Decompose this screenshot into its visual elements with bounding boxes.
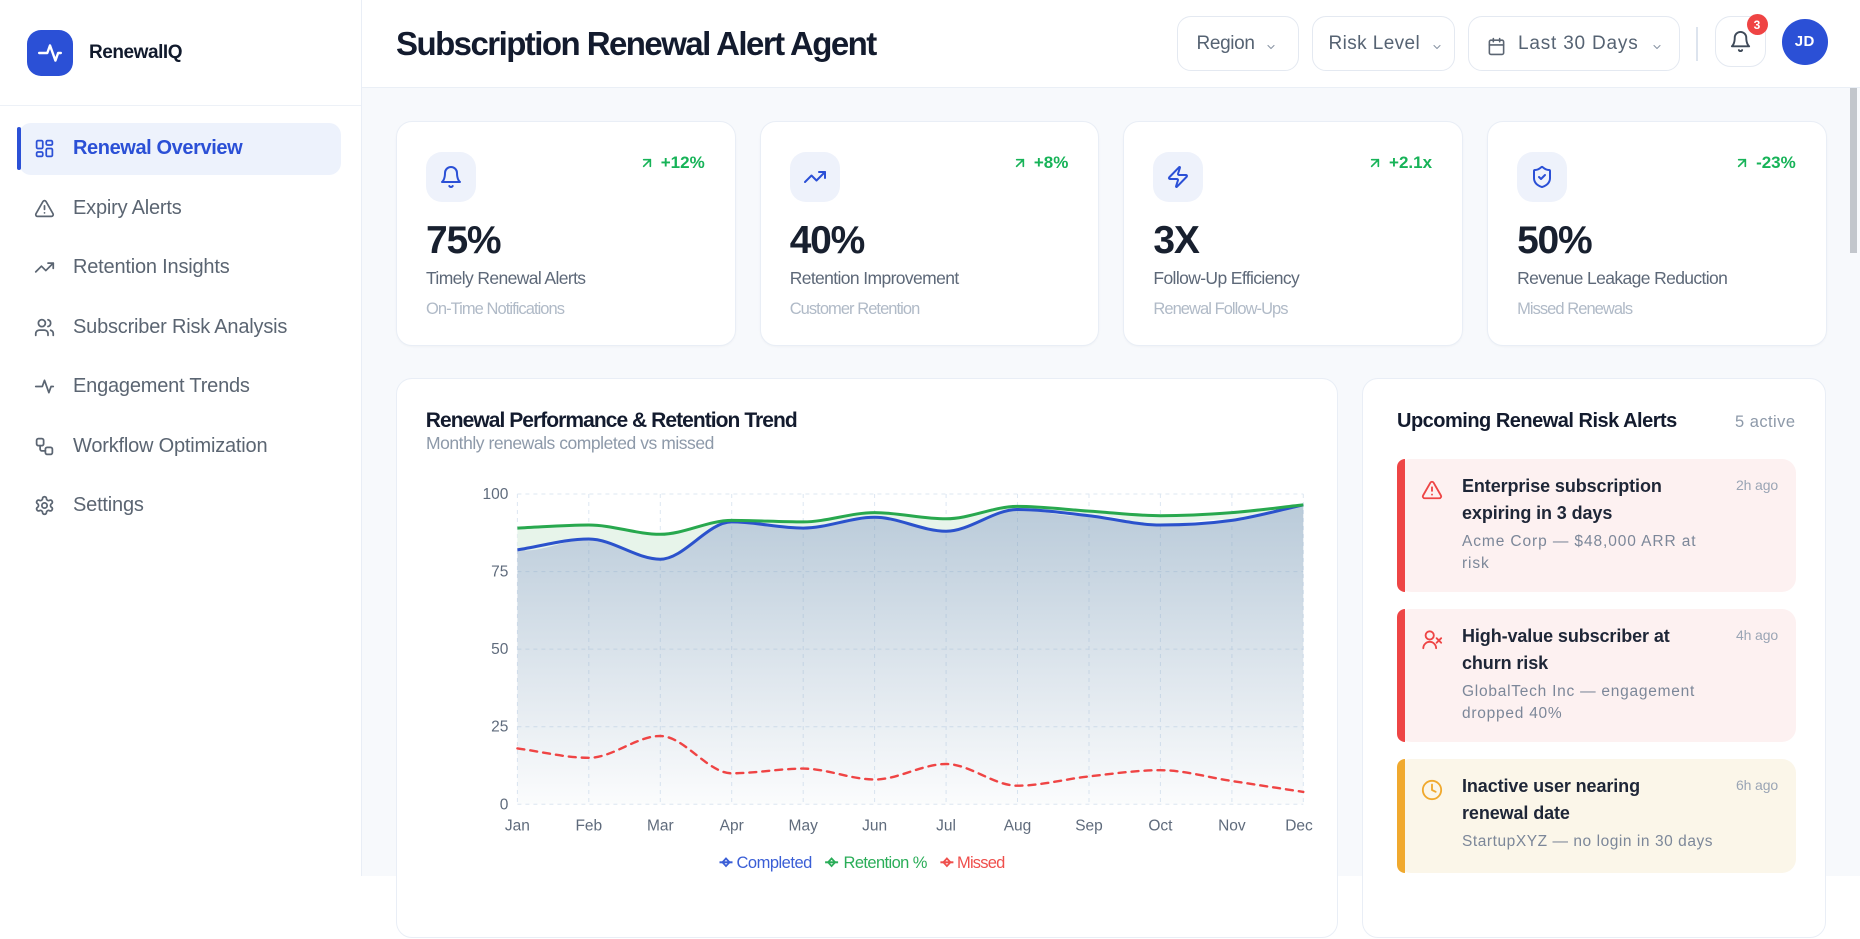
svg-text:100: 100: [483, 486, 509, 503]
svg-text:Jan: Jan: [505, 817, 530, 834]
svg-text:0: 0: [500, 796, 509, 813]
svg-text:50: 50: [491, 641, 509, 658]
svg-text:Nov: Nov: [1218, 817, 1246, 834]
svg-text:Missed: Missed: [957, 854, 1005, 872]
svg-text:25: 25: [491, 719, 508, 736]
svg-text:Feb: Feb: [575, 817, 602, 834]
svg-text:Sep: Sep: [1075, 817, 1103, 834]
svg-text:75: 75: [491, 564, 508, 581]
svg-text:Retention %: Retention %: [844, 854, 928, 872]
svg-text:Jun: Jun: [862, 817, 887, 834]
svg-text:Jul: Jul: [936, 817, 956, 834]
svg-text:Aug: Aug: [1004, 817, 1032, 834]
svg-text:Mar: Mar: [647, 817, 674, 834]
svg-text:Apr: Apr: [720, 817, 744, 834]
svg-text:Completed: Completed: [737, 854, 813, 872]
svg-text:May: May: [789, 817, 819, 834]
svg-text:Oct: Oct: [1148, 817, 1173, 834]
svg-text:Dec: Dec: [1285, 817, 1313, 834]
